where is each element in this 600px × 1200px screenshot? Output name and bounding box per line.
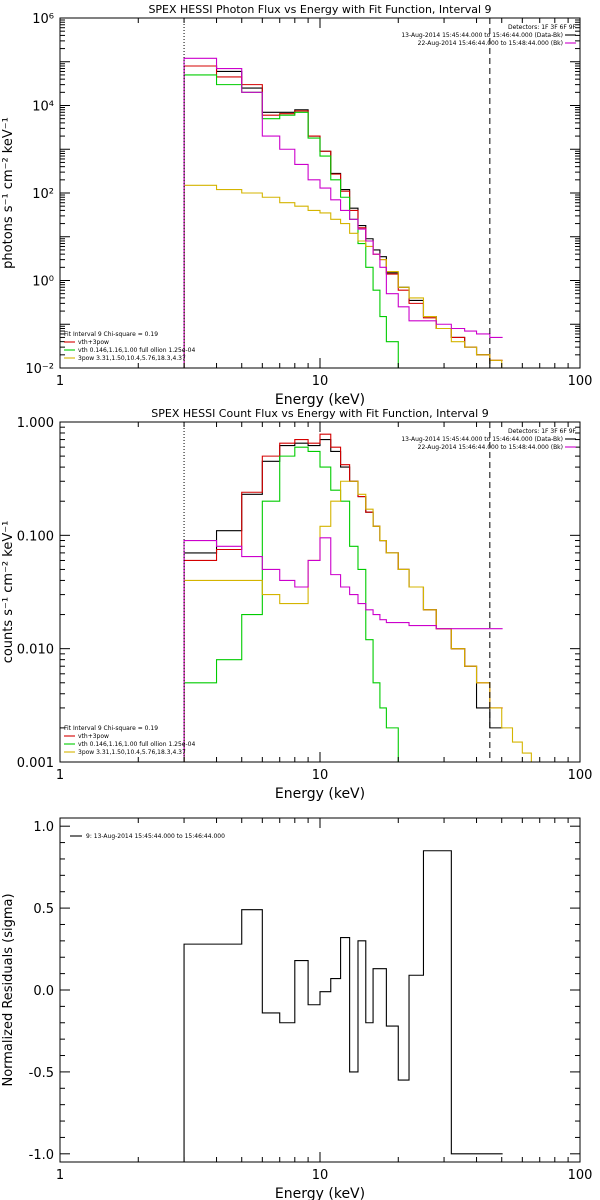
legend-top-left-entry: 9: 13-Aug-2014 15:45:44.000 to 15:46:44.… [86, 833, 225, 840]
legend-top-right-entry: 13-Aug-2014 15:45:44.000 to 15:46:44.000… [401, 32, 563, 39]
series-line-black [183, 850, 503, 1162]
y-ticks [60, 17, 580, 369]
x-tick-label: 100 [568, 768, 593, 783]
y-tick-label: 0.0 [33, 984, 54, 999]
y-ticks [60, 825, 580, 1155]
legend-bottom-left-entry: Fit Interval 9 Chi-square = 0.19 [64, 725, 158, 732]
x-axis-label: Energy (keV) [275, 392, 365, 408]
series-line-magenta [183, 57, 503, 368]
legend-bottom-left-entry: vth+3pow [78, 733, 109, 740]
y-tick-label: 10⁶ [32, 12, 54, 27]
x-tick-label: 1 [56, 1168, 64, 1183]
chart-title: SPEX HESSI Count Flux vs Energy with Fit… [151, 407, 488, 420]
axes-frame [59, 817, 581, 1163]
x-tick-label: 1 [56, 768, 64, 783]
x-tick-label: 100 [568, 1168, 593, 1183]
legend-top-right-entry: 22-Aug-2014 15:46:44.000 to 15:48:44.000… [418, 40, 563, 47]
legend-bottom-left-entry: vth+3pow [78, 339, 109, 346]
legend-top-right-entry: Detectors: 1F 3F 6F 9F [508, 428, 577, 435]
x-tick-label: 100 [568, 374, 593, 389]
chart-panel-1: SPEX HESSI Photon Flux vs Energy with Fi… [1, 3, 592, 408]
legend-bottom-left-entry: vth 0.146,1.16,1.00 full ollion 1.25e-04 [78, 347, 195, 354]
series-line-green [183, 74, 412, 368]
legend-top-right-entry: 22-Aug-2014 15:46:44.000 to 15:48:44.000… [418, 444, 563, 451]
y-tick-label: -1.0 [29, 1148, 54, 1163]
legend-bottom-left-entry: 3pow 3.31,1.50,10.4,5.76,18.3,4.37 [78, 749, 186, 756]
series-line-red [183, 433, 503, 762]
legend-bottom-left-entry: vth 0.146,1.16,1.00 full ollion 1.25e-04 [78, 741, 195, 748]
x-tick-label: 1 [56, 374, 64, 389]
x-axis-label: Energy (keV) [275, 1186, 365, 1200]
y-ticks [60, 421, 580, 763]
y-tick-label: 0.100 [17, 529, 54, 544]
legend-top-right-entry: 13-Aug-2014 15:45:44.000 to 15:46:44.000… [401, 436, 563, 443]
series-line-yellow [183, 480, 545, 762]
series-line-magenta [183, 537, 503, 762]
y-axis-label: counts s⁻¹ cm⁻² keV⁻¹ [1, 521, 16, 664]
legend-bottom-left-entry: 3pow 3.31,1.50,10.4,5.76,18.3,4.37 [78, 355, 186, 362]
chart-panel-3: 1 10 100 Energy (keV) -1.0 -0.5 0.0 0.5 1.0 Norma… [1, 817, 593, 1200]
x-tick-label: 10 [312, 374, 329, 389]
y-tick-label: 10⁻² [25, 362, 54, 377]
series-line-black [183, 65, 503, 368]
y-tick-label: 0.010 [17, 643, 54, 658]
series-line-black [183, 439, 503, 762]
chart-panel-2: SPEX HESSI Count Flux vs Energy with Fit… [1, 407, 592, 802]
x-tick-label: 10 [312, 768, 329, 783]
chart-title: SPEX HESSI Photon Flux vs Energy with Fi… [148, 3, 491, 16]
y-tick-label: 1.000 [17, 416, 54, 431]
x-tick-label: 10 [312, 1168, 329, 1183]
legend-bottom-left-entry: Fit Interval 9 Chi-square = 0.19 [64, 331, 158, 338]
y-tick-label: 0.001 [17, 756, 54, 771]
y-tick-label: -0.5 [29, 1066, 54, 1081]
series-line-red [183, 65, 503, 368]
x-ticks [59, 818, 581, 1162]
y-tick-label: 10⁴ [32, 100, 54, 115]
y-tick-label: 1.0 [33, 820, 54, 835]
legend-top-right-entry: Detectors: 1F 3F 6F 9F [508, 24, 577, 31]
y-axis-label: Normalized Residuals (sigma) [1, 893, 16, 1086]
y-tick-label: 10⁰ [32, 275, 54, 290]
y-tick-label: 10² [32, 187, 54, 202]
x-ticks [59, 18, 581, 368]
series-line-yellow [183, 184, 515, 368]
x-axis-label: Energy (keV) [275, 786, 365, 802]
axes-frame [59, 17, 581, 369]
y-axis-label: photons s⁻¹ cm⁻² keV⁻¹ [1, 117, 16, 269]
y-tick-label: 0.5 [33, 902, 54, 917]
